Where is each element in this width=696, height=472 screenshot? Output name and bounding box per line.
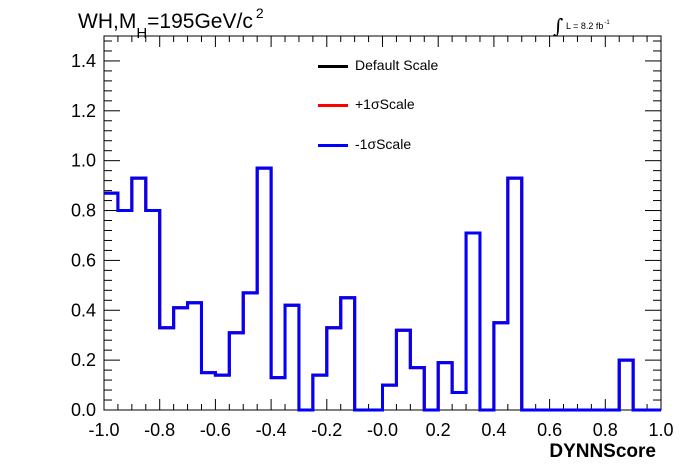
integral-sign: ∫ — [553, 14, 564, 38]
legend-label-default: Default Scale — [355, 57, 439, 73]
legend-swatch-plus — [318, 104, 348, 107]
y-tick-label: 1.2 — [71, 101, 96, 121]
chart-title: WH,MH=195GeV/c 2 — [78, 5, 264, 42]
x-tick-label: 1.0 — [648, 420, 673, 440]
x-tick-label: 0.8 — [593, 420, 618, 440]
legend-label-minus: -1σScale — [355, 136, 412, 152]
x-tick-label: 0.2 — [426, 420, 451, 440]
x-tick-label: 0.4 — [481, 420, 506, 440]
histogram-series — [104, 166, 661, 412]
legend-label-plus: +1σScale — [355, 96, 415, 112]
title-superscript: 2 — [255, 5, 264, 21]
legend-entry-plus: +1σScale — [318, 94, 518, 114]
title-base: WH,M — [78, 10, 137, 33]
luminosity-unit-sup: -1 — [604, 20, 610, 26]
axis-tick-labels: -1.0 -0.8 -0.6 -0.4 -0.2 -0.0 0.2 0.4 0.6 0.8 1.0 0… — [71, 51, 674, 440]
title-subscript: H — [136, 25, 148, 42]
y-tick-label: 0.2 — [71, 350, 96, 370]
luminosity-text: L = 8.2 fb — [565, 21, 604, 31]
legend-entry-default: Default Scale — [318, 55, 518, 75]
y-tick-label: 0.4 — [71, 300, 96, 320]
y-tick-label: 0.0 — [71, 400, 96, 420]
axis-ticks — [103, 36, 662, 411]
x-tick-label: -0.0 — [367, 420, 398, 440]
y-tick-label: 1.4 — [71, 51, 96, 71]
x-tick-label: -0.2 — [311, 420, 342, 440]
legend-swatch-default — [318, 65, 348, 68]
y-tick-label: 1.0 — [71, 151, 96, 171]
y-tick-label: 0.8 — [71, 201, 96, 221]
legend-entry-minus: -1σScale — [318, 134, 518, 154]
series-line-1 — [104, 166, 661, 412]
x-tick-label: -0.4 — [256, 420, 287, 440]
series-line-2 — [104, 166, 661, 412]
series-line-0 — [104, 166, 661, 412]
luminosity-label: ∫ L = 8.2 fb-1 — [553, 10, 610, 38]
x-tick-label: -0.6 — [200, 420, 231, 440]
legend-swatch-minus — [318, 144, 348, 147]
x-tick-label: 0.6 — [537, 420, 562, 440]
x-tick-label: -1.0 — [88, 420, 119, 440]
x-axis-label: DYNNScore — [549, 441, 656, 462]
plot-frame — [103, 35, 662, 411]
y-tick-label: 0.6 — [71, 250, 96, 270]
title-mass: =195GeV/c — [147, 10, 253, 33]
x-tick-label: -0.8 — [144, 420, 175, 440]
